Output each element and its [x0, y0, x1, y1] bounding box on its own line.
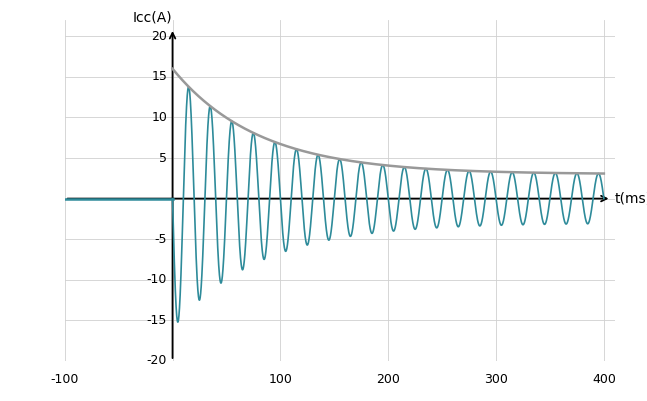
- Text: -100: -100: [50, 373, 79, 386]
- Text: 200: 200: [377, 373, 400, 386]
- Text: 15: 15: [151, 70, 167, 83]
- Text: 100: 100: [269, 373, 292, 386]
- Text: -5: -5: [155, 233, 167, 246]
- Text: t(ms): t(ms): [615, 192, 647, 206]
- Text: -15: -15: [147, 314, 167, 327]
- Text: Icc(A): Icc(A): [133, 10, 173, 24]
- Text: -20: -20: [147, 354, 167, 367]
- Text: 10: 10: [151, 111, 167, 124]
- Text: 5: 5: [159, 152, 167, 164]
- Text: 300: 300: [484, 373, 508, 386]
- Text: 400: 400: [592, 373, 616, 386]
- Text: 20: 20: [151, 30, 167, 43]
- Text: -10: -10: [147, 273, 167, 286]
